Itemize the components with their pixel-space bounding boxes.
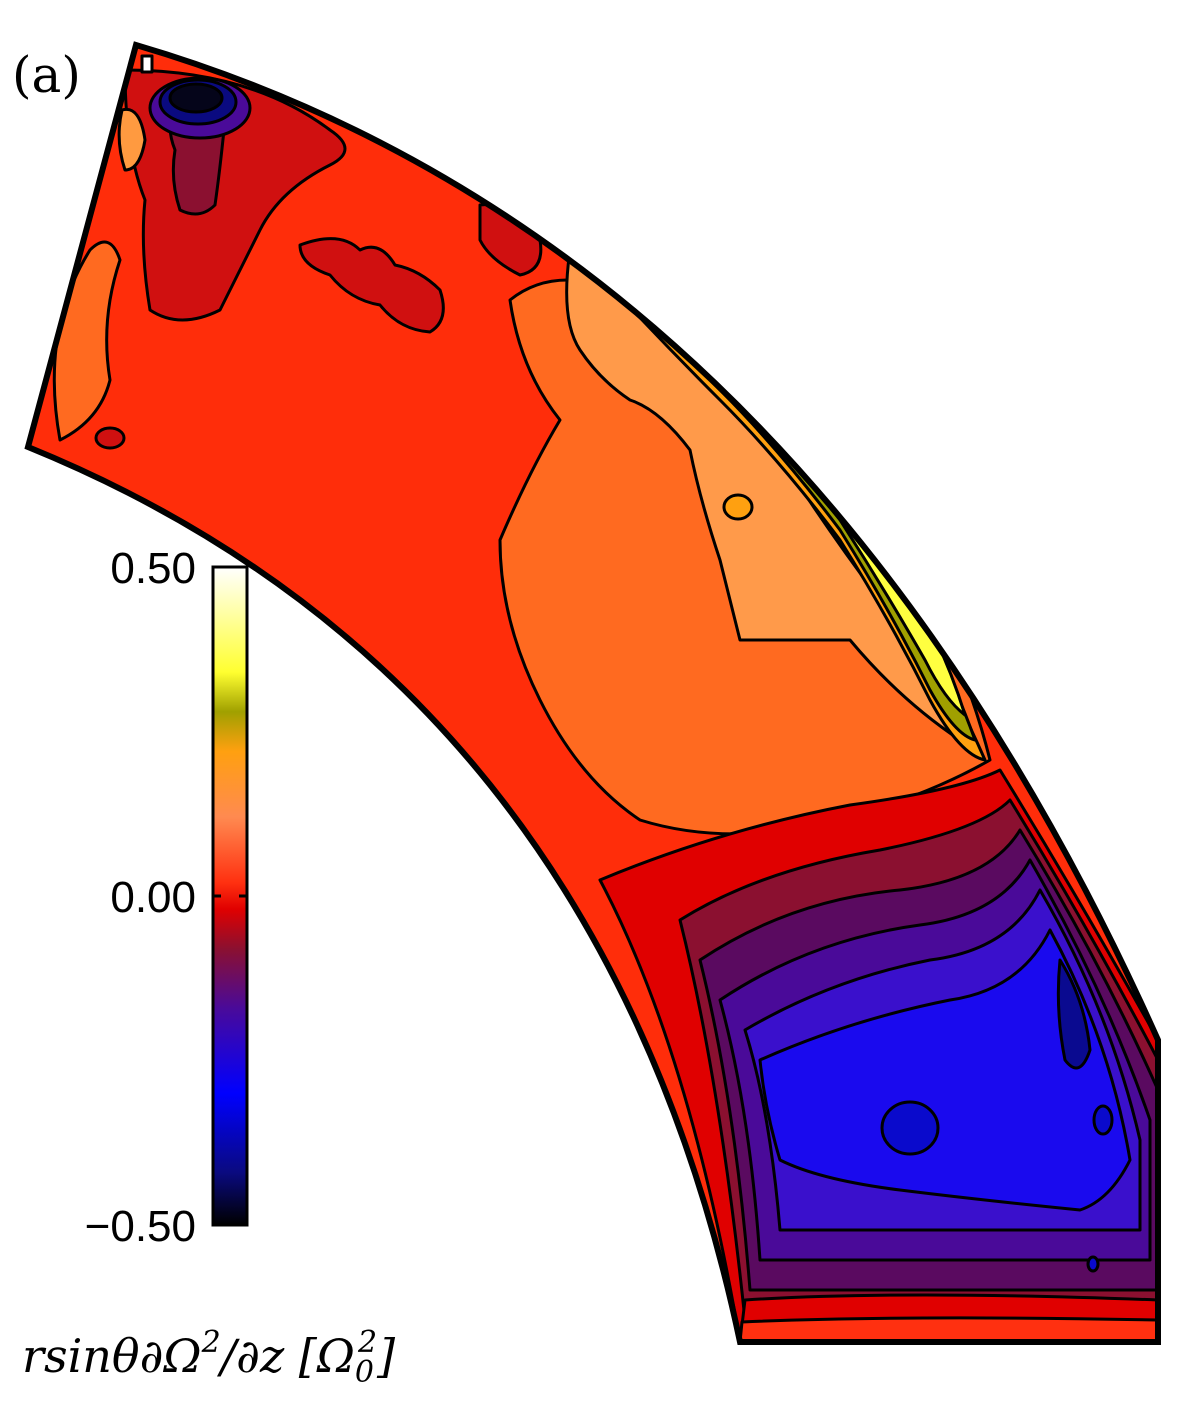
colorbar-title: rsinθ∂Ω2/∂z [Ω02]: [22, 1325, 395, 1390]
region-orange-blob: [722, 493, 754, 521]
region-eq-blue: [758, 928, 1132, 1212]
region-small-red-dot: [94, 426, 126, 450]
panel-label: (a): [12, 46, 81, 104]
colorbar-tick-label: 0.50: [110, 544, 196, 593]
region-eq-deepblue-c: [1092, 1104, 1114, 1136]
region-polar-white-speck: [140, 54, 154, 74]
colorbar-ticks: −0.50 0.00 0.50: [85, 544, 247, 1251]
region-polar-core-black: [168, 82, 224, 114]
region-eq-deepblue-b: [1056, 958, 1092, 1070]
colorbar: −0.50 0.00 0.50 rsinθ∂Ω2/∂z [Ω02]: [22, 544, 395, 1390]
region-polar-orange-strip: [117, 107, 147, 172]
colorbar-tick-label: −0.50: [85, 1202, 196, 1251]
region-bottom-orange: [738, 1316, 1158, 1342]
region-eq-deepblue-d: [1086, 1255, 1100, 1273]
region-island-a: [298, 237, 445, 334]
region-eq-deepblue-a: [880, 1100, 940, 1156]
domain-outline: [24, 41, 1161, 1345]
colorbar-tick-label: 0.00: [110, 873, 196, 922]
